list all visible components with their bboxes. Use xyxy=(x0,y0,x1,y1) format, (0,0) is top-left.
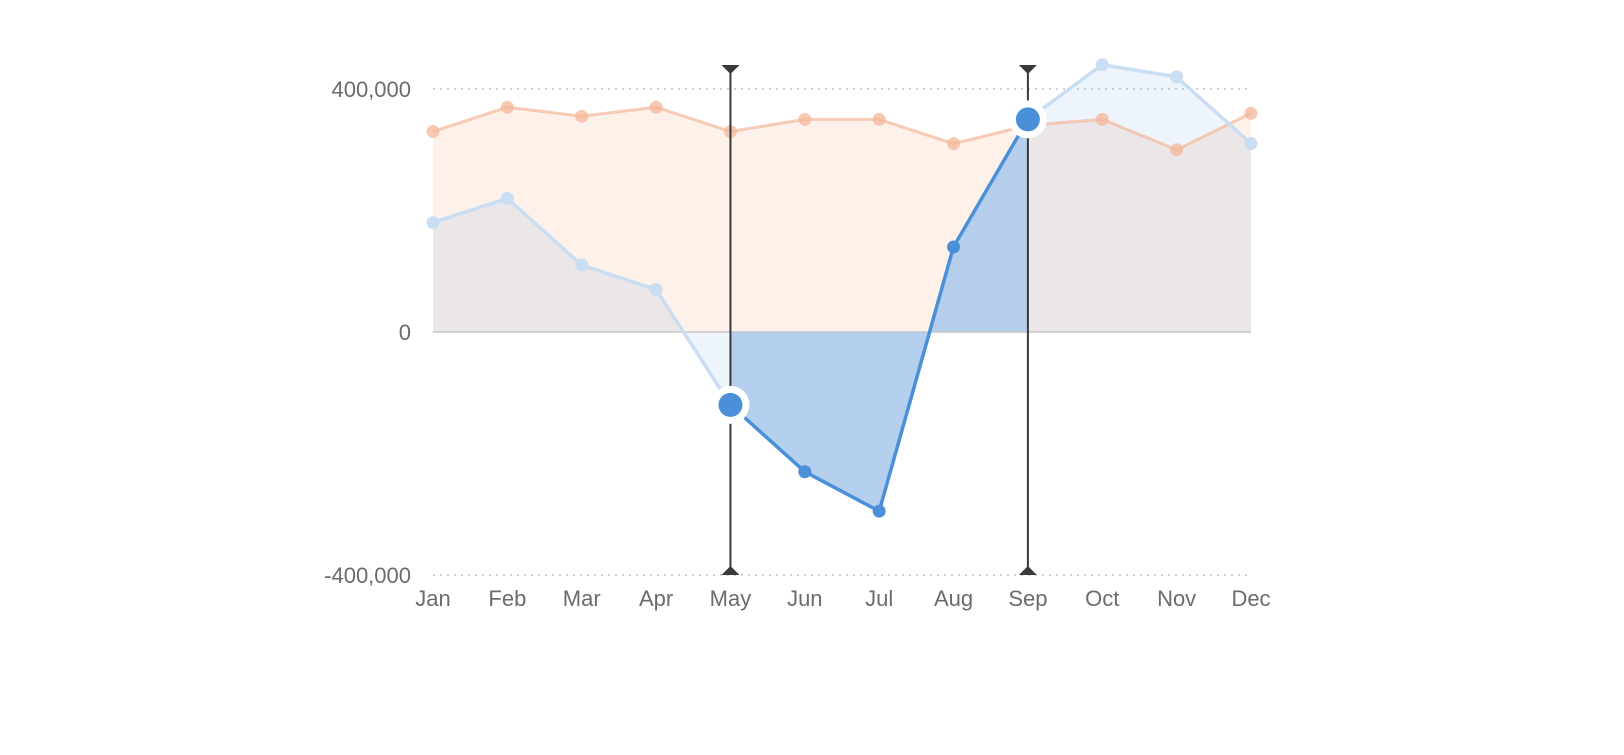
range-end-handle[interactable] xyxy=(1008,65,1047,575)
range-handle-top-cap xyxy=(721,65,740,74)
x-tick-label: Apr xyxy=(639,586,673,611)
x-tick-label: Feb xyxy=(488,586,526,611)
x-tick-label: Nov xyxy=(1157,586,1196,611)
series-2-point-jan xyxy=(426,216,440,230)
series-2-line-selected xyxy=(730,117,1028,514)
series-2-line-selected-path xyxy=(730,117,1028,514)
series-1-point-feb xyxy=(500,100,514,114)
x-tick-label: Jan xyxy=(415,586,450,611)
y-tick-label: -400,000 xyxy=(324,563,411,588)
x-tick-label: Oct xyxy=(1085,586,1119,611)
range-marker-sep xyxy=(1015,107,1040,132)
x-axis: Jan Feb Mar Apr May Jun Jul Aug Sep Oct Nov Dec xyxy=(415,586,1270,611)
series-1-point-aug xyxy=(947,137,961,151)
series-1-point-jun xyxy=(798,112,812,126)
x-tick-label: Dec xyxy=(1231,586,1270,611)
area-fills xyxy=(433,64,1251,512)
series-1-point-nov xyxy=(1170,143,1184,157)
range-handle-bottom-cap xyxy=(721,566,740,575)
series-1-point-apr xyxy=(649,100,663,114)
series-2-point-jun xyxy=(798,465,812,479)
x-tick-label: Jun xyxy=(787,586,822,611)
series-lines xyxy=(426,58,1258,518)
series-1-point-dec xyxy=(1244,106,1258,120)
range-selection[interactable] xyxy=(711,65,1047,575)
series-2-point-feb xyxy=(500,191,514,205)
series-1-area xyxy=(433,107,1251,332)
series-2-area-selected xyxy=(730,119,1028,512)
series-1-point-mar xyxy=(575,109,589,123)
x-tick-label: May xyxy=(710,586,752,611)
series-1-line xyxy=(432,105,1252,152)
y-tick-label: 400,000 xyxy=(331,77,411,102)
x-tick-label: Aug xyxy=(934,586,973,611)
series-2-point-oct xyxy=(1095,58,1109,72)
gridlines xyxy=(433,88,1251,576)
series-1-point-jan xyxy=(426,125,440,139)
range-marker-may xyxy=(718,392,743,417)
series-1-point-jul xyxy=(872,112,886,126)
y-tick-label: 0 xyxy=(399,320,411,345)
series-2-point-jul xyxy=(872,504,886,518)
series-2-point-dec xyxy=(1244,137,1258,151)
x-tick-label: Sep xyxy=(1008,586,1047,611)
series-2-point-apr xyxy=(649,282,663,296)
range-handle-top-cap xyxy=(1018,65,1037,74)
series-2-point-nov xyxy=(1170,70,1184,84)
series-2-point-aug xyxy=(947,240,961,254)
series-2-area-faded xyxy=(433,64,1251,512)
range-start-handle[interactable] xyxy=(711,65,750,575)
x-tick-label: Jul xyxy=(865,586,893,611)
series-2-area-selected-fill xyxy=(730,119,1028,512)
range-handle-bottom-cap xyxy=(1018,566,1037,575)
series-1-point-oct xyxy=(1095,112,1109,126)
y-axis: 400,000 0 -400,000 xyxy=(324,77,411,588)
series-2-point-mar xyxy=(575,258,589,272)
x-tick-label: Mar xyxy=(563,586,601,611)
